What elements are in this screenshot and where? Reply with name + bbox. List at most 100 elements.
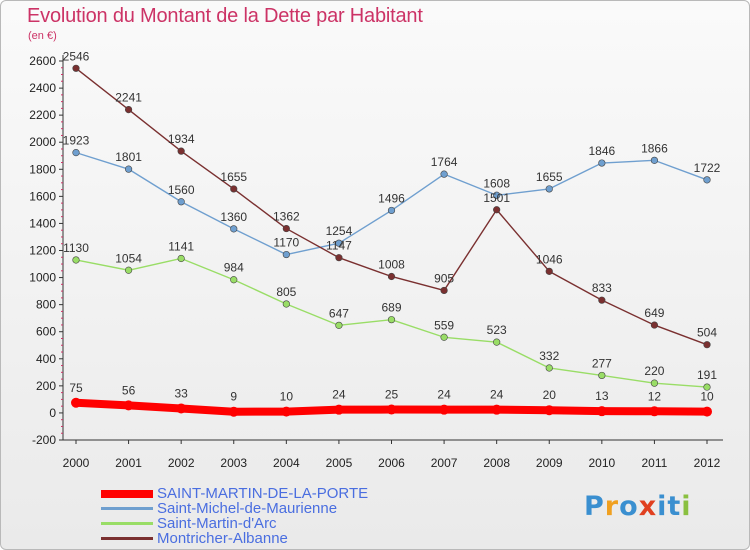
x-tick-label: 2010: [588, 456, 615, 470]
legend-swatch: [101, 507, 153, 510]
data-label: 1846: [588, 144, 615, 158]
legend-item: Montricher-Albanne: [101, 530, 431, 547]
data-point: [440, 170, 448, 178]
data-label: 332: [539, 349, 559, 363]
x-tick-label: 2005: [326, 456, 353, 470]
y-tick-label: 0: [49, 406, 56, 420]
x-tick-label: 2006: [378, 456, 405, 470]
data-point: [491, 404, 502, 415]
data-label: 1130: [63, 241, 89, 255]
data-label: 1360: [220, 210, 247, 224]
data-label: 1655: [220, 170, 247, 184]
data-label: 10: [280, 390, 294, 404]
data-label: 75: [69, 381, 83, 395]
data-point: [72, 256, 80, 264]
x-tick-label: 2011: [642, 456, 668, 470]
data-label: 1496: [378, 191, 405, 205]
x-tick-label: 2003: [220, 456, 247, 470]
data-point: [72, 149, 80, 157]
chart-unit: (en €): [28, 30, 57, 42]
data-label: 1054: [115, 251, 142, 265]
x-tick-label: 2002: [168, 456, 195, 470]
data-label: 1141: [168, 239, 194, 253]
data-label: 277: [592, 356, 612, 370]
data-point: [124, 266, 133, 274]
legend-swatch: [101, 537, 153, 540]
data-label: 984: [224, 261, 244, 275]
data-point: [123, 400, 134, 411]
data-label: 559: [434, 318, 454, 332]
data-point: [493, 206, 501, 214]
data-label: 191: [697, 368, 717, 382]
data-point: [282, 250, 290, 259]
y-tick-label: 1000: [29, 271, 56, 285]
data-point: [702, 406, 712, 417]
legend-label: Saint-Michel-de-Maurienne: [157, 500, 338, 517]
data-label: 1608: [483, 176, 510, 190]
data-point: [703, 341, 711, 349]
data-label: 1170: [273, 236, 299, 250]
y-tick-label: 200: [36, 379, 56, 393]
data-point: [598, 296, 606, 304]
legend-label: Saint-Martin-d'Arc: [157, 515, 277, 532]
data-point: [72, 64, 80, 72]
data-label: 220: [644, 364, 664, 378]
data-label: 33: [174, 386, 188, 400]
data-label: 10: [700, 390, 714, 404]
legend-swatch: [101, 522, 153, 525]
data-point: [545, 364, 553, 372]
data-point: [228, 406, 239, 417]
logo-letter: x: [638, 491, 658, 522]
y-tick-label: 1600: [29, 189, 56, 203]
y-tick-label: 800: [36, 298, 56, 312]
data-point: [335, 254, 343, 262]
data-point: [230, 225, 238, 233]
legend-label: SAINT-MARTIN-DE-LA-PORTE: [157, 485, 369, 502]
data-point: [124, 165, 133, 173]
data-label: 1655: [536, 170, 563, 184]
y-tick-label: 1200: [29, 244, 56, 258]
y-tick-label: 2000: [29, 135, 56, 149]
y-tick-label: 1800: [29, 162, 56, 176]
y-tick-label: 2600: [29, 54, 56, 68]
x-tick-label: 2009: [536, 456, 563, 470]
data-label: 1801: [115, 150, 142, 164]
logo-letter: P: [584, 491, 605, 522]
y-tick-label: -200: [32, 433, 56, 447]
data-label: 1866: [641, 141, 668, 155]
data-label: 24: [332, 388, 346, 402]
data-point: [598, 159, 606, 167]
data-label: 9: [230, 390, 237, 404]
data-point: [387, 206, 396, 215]
data-point: [177, 198, 185, 206]
legend-item: Saint-Michel-de-Maurienne: [101, 500, 431, 517]
data-label: 13: [595, 389, 609, 403]
data-point: [281, 406, 292, 417]
data-point: [387, 272, 396, 281]
data-label: 1046: [536, 252, 563, 266]
data-point: [649, 406, 660, 417]
data-label: 25: [385, 388, 399, 402]
data-label: 1147: [326, 239, 352, 253]
chart-title: Evolution du Montant de la Dette par Hab…: [27, 5, 423, 27]
data-point: [333, 404, 344, 415]
data-point: [493, 338, 501, 346]
legend-item: SAINT-MARTIN-DE-LA-PORTE: [101, 485, 431, 502]
logo-letter: o: [619, 491, 639, 522]
legend-label: Montricher-Albanne: [157, 530, 288, 547]
x-tick-label: 2008: [483, 456, 510, 470]
x-tick-label: 2012: [694, 456, 721, 470]
data-label: 504: [697, 326, 717, 340]
x-tick-label: 2004: [273, 456, 300, 470]
data-label: 2546: [63, 49, 90, 63]
data-label: 1362: [273, 210, 300, 224]
data-point: [335, 239, 343, 247]
data-point: [703, 176, 711, 184]
data-label: 1254: [326, 224, 353, 238]
data-label: 649: [644, 306, 664, 320]
legend-item: Saint-Martin-d'Arc: [101, 515, 431, 532]
data-point: [439, 404, 450, 415]
data-point: [650, 156, 659, 164]
data-label: 1934: [168, 132, 195, 146]
data-point: [545, 185, 553, 193]
